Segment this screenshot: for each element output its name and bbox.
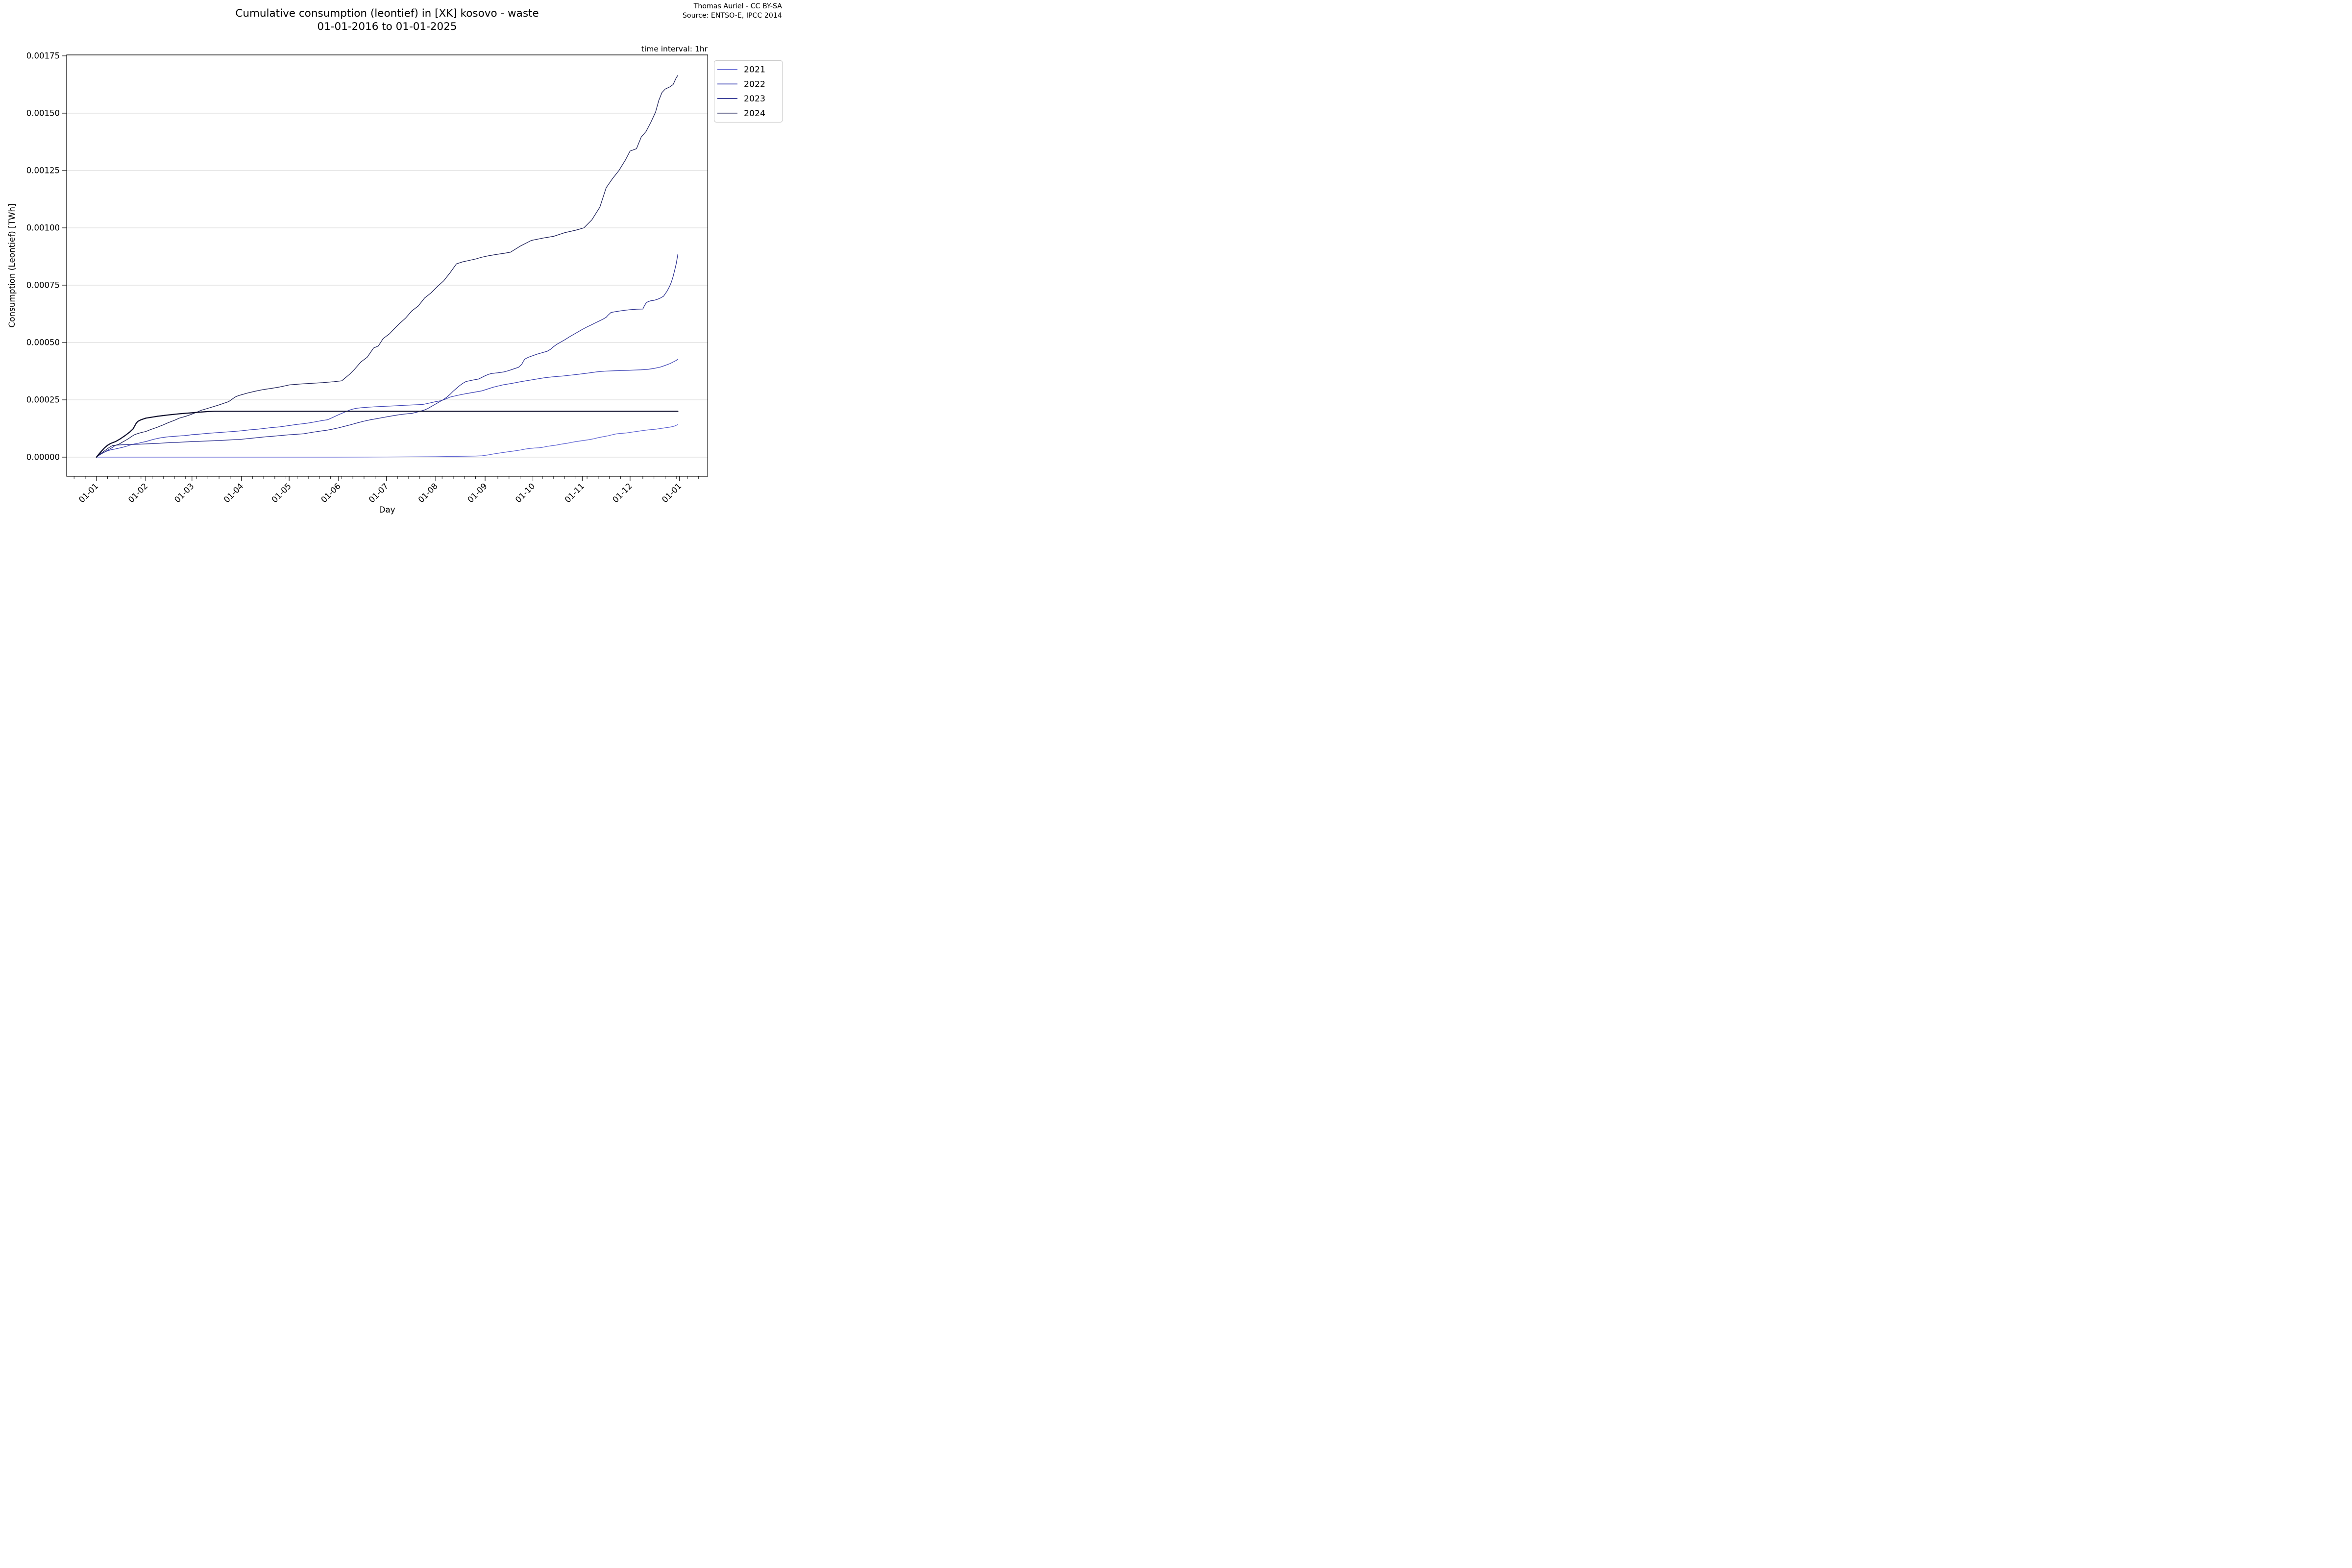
legend: 2021 2022 2023 2024: [713, 60, 783, 123]
series-line-2024: [96, 75, 679, 458]
y-tick-label: 0.00050: [26, 338, 60, 347]
y-tick-label: 0.00000: [26, 453, 60, 462]
time-interval-note: time interval: 1hr: [641, 45, 708, 53]
series-lines: [96, 75, 679, 458]
y-tick-label: 0.00075: [26, 281, 60, 290]
x-tick-label: 01-05: [270, 481, 293, 504]
x-tick-label: 01-10: [514, 481, 537, 504]
y-axis-ticks: 0.00000 0.00025 0.00050 0.00075 0.00100 0.001…: [26, 51, 67, 462]
gridlines: [67, 55, 708, 458]
y-tick-label: 0.00175: [26, 51, 60, 61]
plot-border: [66, 54, 708, 477]
x-tick-label: 01-03: [172, 481, 196, 504]
series-line-unlabeled-dark-flat-line: [96, 411, 679, 458]
x-tick-label: 01-01: [660, 481, 683, 504]
x-tick-label: 01-09: [466, 481, 489, 504]
series-line-2021: [96, 424, 679, 458]
x-tick-label: 01-01: [77, 481, 100, 504]
x-tick-label: 01-11: [563, 481, 586, 504]
legend-box: [713, 60, 783, 123]
attribution-line1: Thomas Auriel - CC BY-SA: [693, 2, 783, 10]
legend-label-2021: 2021: [744, 65, 765, 75]
attribution-line2: Source: ENTSO-E, IPCC 2014: [683, 12, 782, 20]
series-line-2023: [96, 254, 679, 458]
legend-label-2023: 2023: [744, 94, 765, 104]
x-axis-ticks: 01-01 01-02 01-03 01-04 01-05 01-06 01-07 01-08…: [74, 476, 699, 505]
x-tick-label: 01-04: [222, 481, 245, 504]
y-tick-label: 0.00150: [26, 109, 60, 118]
y-axis-label: Consumption (Leontief) [TWh]: [7, 203, 17, 327]
legend-label-2022: 2022: [744, 79, 765, 89]
x-tick-label: 01-02: [126, 481, 149, 504]
y-tick-label: 0.00100: [26, 223, 60, 233]
chart-figure: 01-01 01-02 01-03 01-04 01-05 01-06 01-07 01-08…: [0, 0, 784, 523]
chart-title-line1: Cumulative consumption (leontief) in [XK…: [235, 7, 539, 20]
x-tick-label: 01-08: [416, 481, 440, 504]
y-tick-label: 0.00125: [26, 166, 60, 175]
x-tick-label: 01-07: [367, 481, 390, 504]
line-chart: 01-01 01-02 01-03 01-04 01-05 01-06 01-07 01-08…: [7, 2, 783, 514]
y-tick-label: 0.00025: [26, 395, 60, 405]
legend-label-2024: 2024: [744, 109, 765, 119]
series-line-2022: [96, 359, 679, 458]
x-axis-label: Day: [379, 505, 395, 514]
x-tick-label: 01-12: [611, 481, 634, 504]
chart-title-line2: 01-01-2016 to 01-01-2025: [317, 21, 457, 33]
x-tick-label: 01-06: [319, 481, 342, 504]
